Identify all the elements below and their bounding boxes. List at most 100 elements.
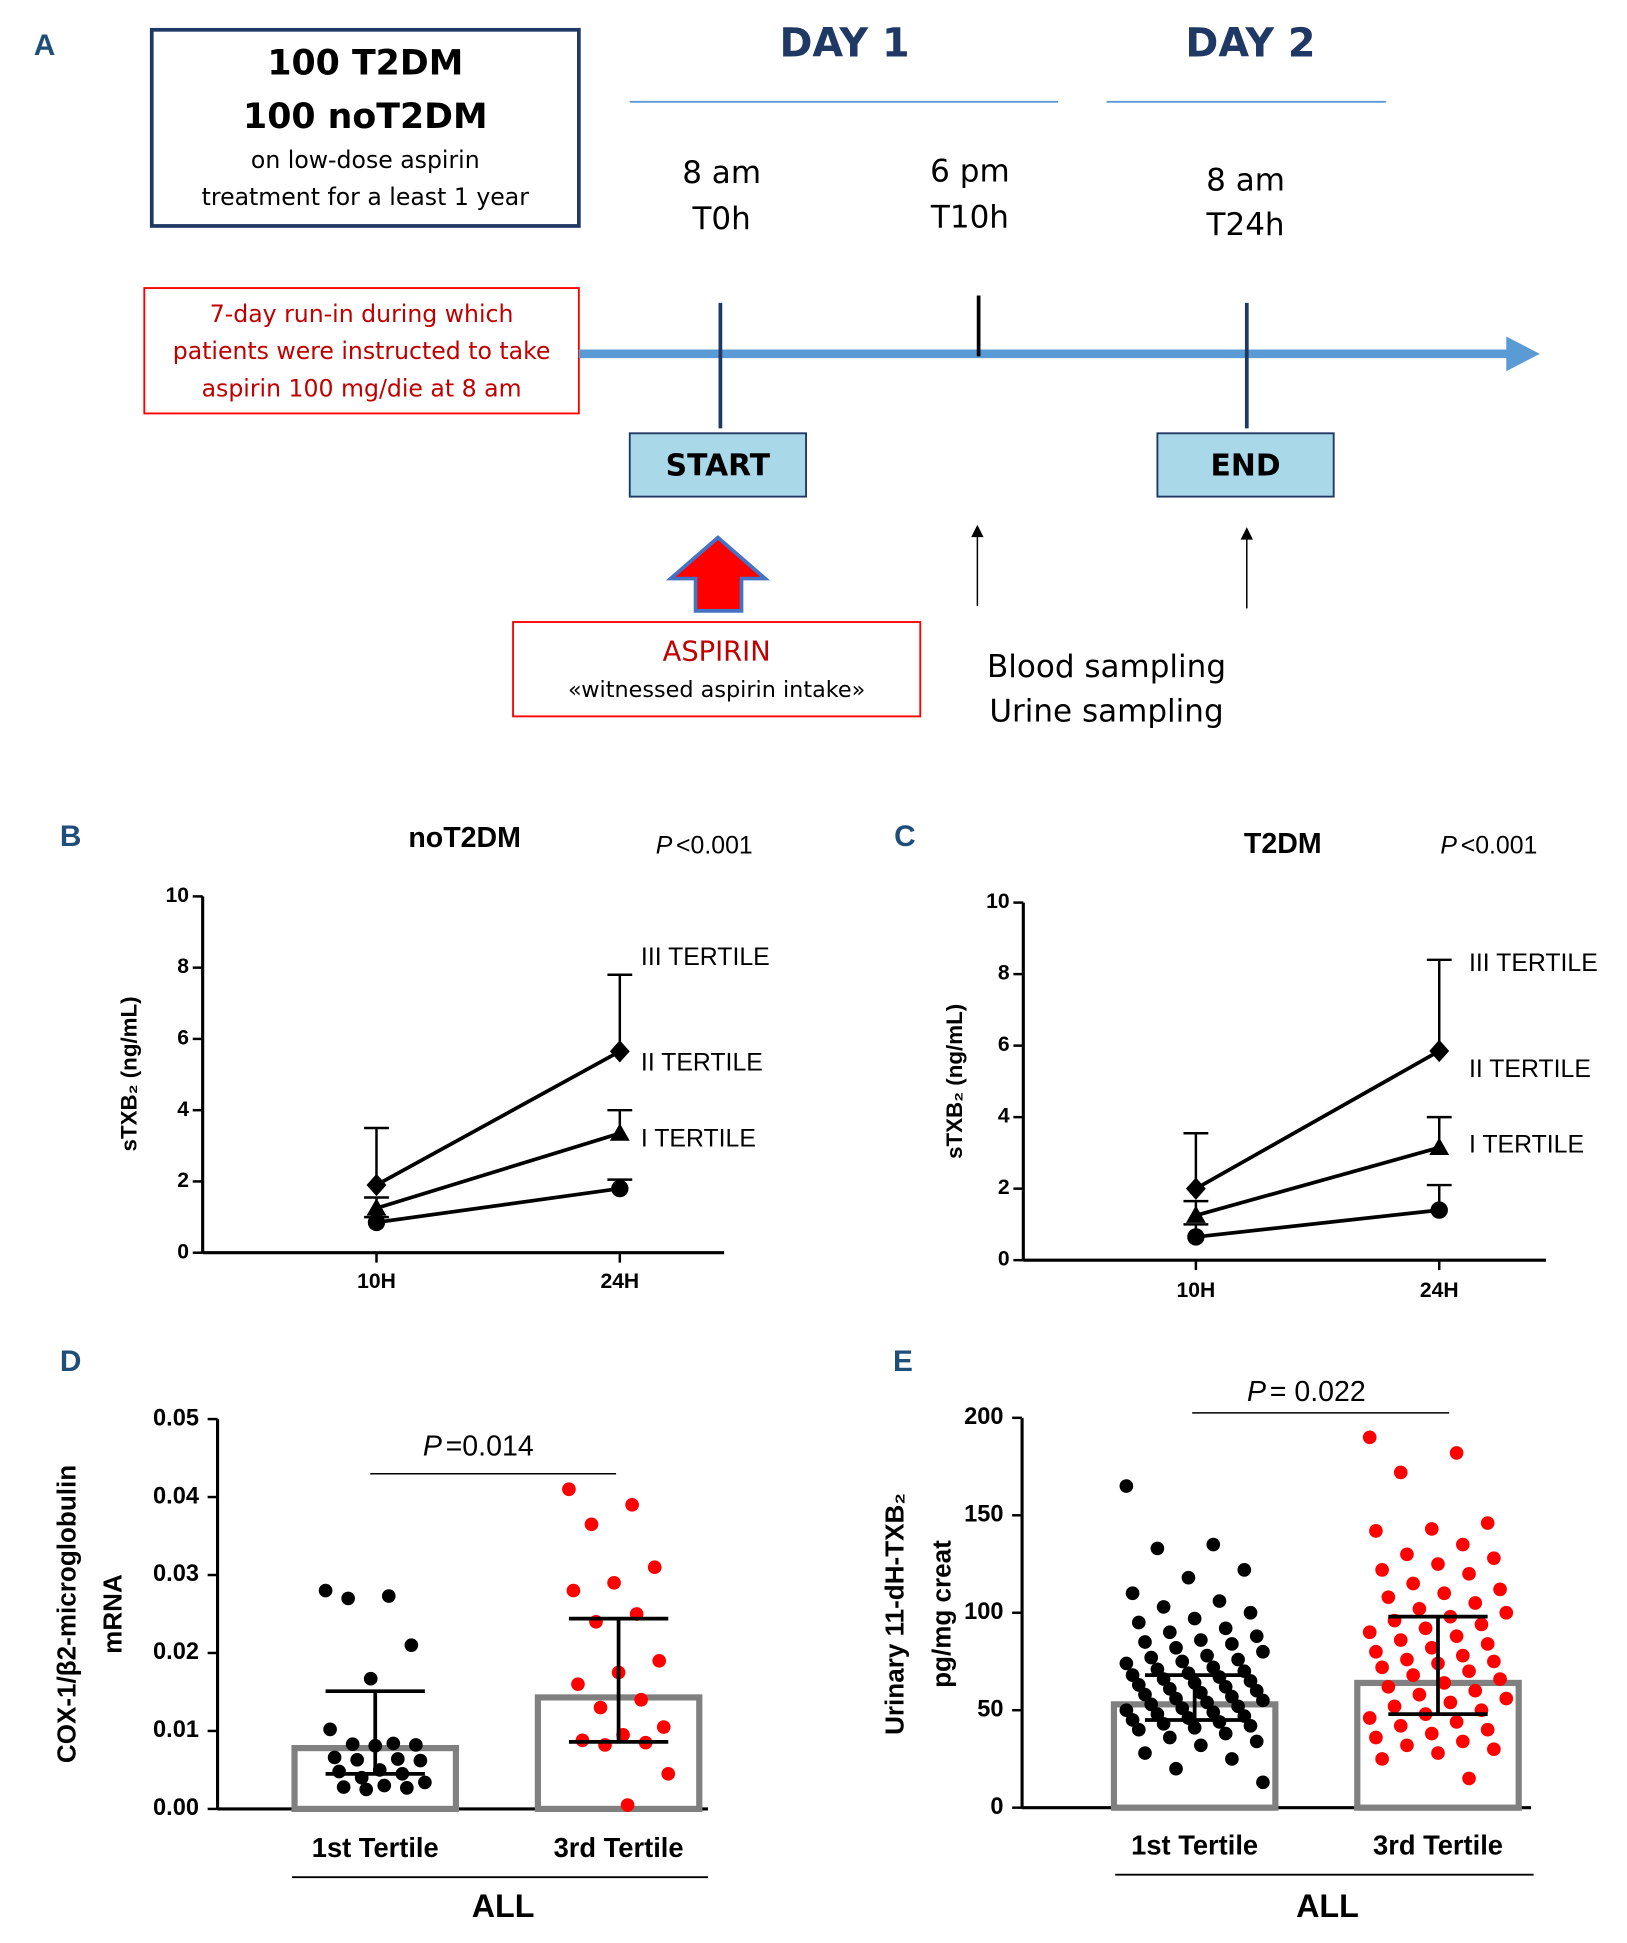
data-point <box>1393 1633 1408 1647</box>
data-point <box>404 1638 419 1653</box>
data-point <box>1369 1644 1383 1659</box>
marker <box>366 1173 387 1197</box>
data-point <box>1144 1650 1159 1665</box>
data-point <box>661 1767 676 1781</box>
error-bar <box>1144 1673 1245 1722</box>
error-bar <box>1426 958 1452 1051</box>
data-point <box>1443 1695 1458 1710</box>
marker <box>609 1123 630 1141</box>
data-point <box>652 1653 667 1668</box>
data-point <box>1249 1734 1264 1749</box>
data-point <box>1256 1775 1270 1790</box>
marker <box>367 1213 386 1232</box>
run-in: patients were instructed to take <box>173 337 551 365</box>
data-point <box>1231 1652 1245 1667</box>
y-tick-label: 0.01 <box>153 1716 199 1742</box>
data-point <box>1194 1633 1208 1647</box>
time: 8 am <box>1206 162 1285 198</box>
y-tick-label: 8 <box>998 962 1010 985</box>
series-line <box>1195 1208 1440 1239</box>
y-tick-label: 0.04 <box>153 1482 199 1508</box>
y-tick-label: 10 <box>166 884 189 907</box>
series-label: II TERTILE <box>641 1050 763 1077</box>
start: START <box>666 448 771 483</box>
data-point <box>1194 1685 1208 1700</box>
data-point <box>1249 1683 1264 1698</box>
data-point <box>1175 1701 1190 1716</box>
data-point <box>1194 1738 1208 1753</box>
data-point <box>1218 1679 1233 1694</box>
y-tick-label: 6 <box>998 1033 1010 1056</box>
data-point <box>1480 1722 1495 1737</box>
data-point <box>1412 1602 1427 1616</box>
data-point <box>318 1583 333 1598</box>
panel-label: D <box>60 1345 82 1378</box>
data-point <box>332 1764 346 1779</box>
data-point <box>1455 1734 1470 1749</box>
cohort: 100 T2DM <box>267 44 463 84</box>
series-line <box>1195 1145 1440 1218</box>
data-point <box>1369 1730 1383 1745</box>
data-point <box>1119 1656 1134 1671</box>
data-point <box>1362 1625 1377 1640</box>
data-point <box>1162 1730 1177 1745</box>
data-point <box>1393 1718 1408 1733</box>
marker <box>366 1198 387 1216</box>
data-point <box>1387 1699 1402 1714</box>
day-label: DAY 1 <box>779 20 909 66</box>
x-tick-label: 10H <box>1177 1279 1216 1302</box>
data-point <box>1499 1605 1514 1620</box>
data-point <box>1150 1662 1165 1677</box>
data-point <box>1487 1654 1501 1669</box>
y-axis-label: sTXB₂ (ng/mL) <box>117 996 142 1151</box>
data-point <box>1369 1524 1383 1538</box>
data-point <box>323 1722 337 1737</box>
data-point <box>1125 1713 1140 1727</box>
data-point <box>1144 1697 1159 1712</box>
marker <box>1185 1205 1206 1223</box>
p-label: P <box>1440 832 1457 859</box>
series-line <box>1194 1049 1441 1191</box>
data-point <box>1424 1641 1439 1655</box>
y-tick-label: 8 <box>177 955 189 978</box>
data-point <box>409 1738 423 1752</box>
data-point <box>327 1750 342 1765</box>
aspirin-box <box>512 621 922 718</box>
data-point <box>1249 1629 1264 1643</box>
panel-label: A <box>34 29 56 62</box>
end: END <box>1211 448 1281 483</box>
p-annotation: P = 0.022 <box>1247 1376 1366 1408</box>
marker <box>1187 1228 1205 1246</box>
data-point <box>1156 1600 1171 1614</box>
y-axis-label: COX-1/β2-microglobulin <box>51 1465 81 1763</box>
p-annotation: P =0.014 <box>423 1430 534 1462</box>
x-tick-label: 10H <box>357 1270 396 1293</box>
data-point <box>607 1575 621 1590</box>
data-point <box>1181 1570 1196 1585</box>
run-in: 7-day run-in during which <box>210 300 514 328</box>
group-label: ALL <box>472 1888 535 1924</box>
data-point <box>400 1781 414 1795</box>
data-point <box>363 1671 378 1686</box>
x-tick-label: 1st Tertile <box>1131 1830 1258 1861</box>
data-point <box>341 1591 355 1606</box>
data-point <box>1225 1637 1239 1651</box>
timepoint: T10h <box>930 200 1009 236</box>
data-point <box>377 1778 392 1793</box>
data-point <box>390 1752 405 1766</box>
y-tick-label: 0.03 <box>153 1560 199 1586</box>
data-point <box>1400 1738 1414 1753</box>
series-label: III TERTILE <box>1469 950 1598 977</box>
data-point <box>1218 1621 1233 1636</box>
run-in: aspirin 100 mg/die at 8 am <box>202 374 522 402</box>
data-point <box>593 1700 608 1715</box>
end-box <box>1156 432 1335 498</box>
data-point <box>1138 1687 1152 1702</box>
data-point <box>1474 1617 1489 1632</box>
panel-label: C <box>894 820 916 853</box>
data-point <box>1256 1693 1270 1708</box>
y-tick-label: 150 <box>964 1501 1003 1527</box>
data-point <box>1406 1576 1420 1591</box>
y-axis-label: pg/mg creat <box>927 1540 957 1688</box>
data-point <box>1119 1703 1134 1718</box>
